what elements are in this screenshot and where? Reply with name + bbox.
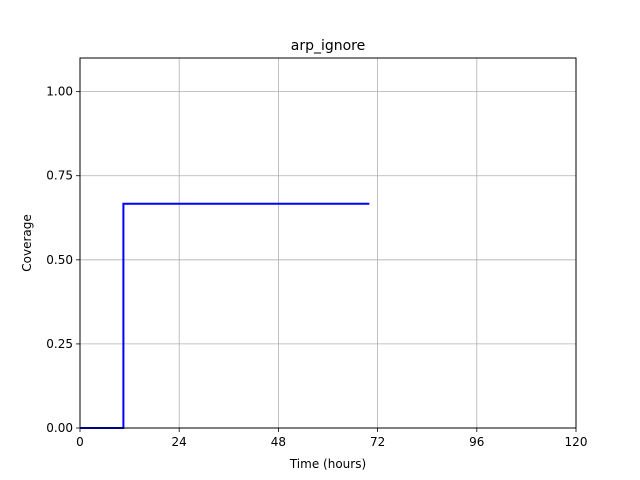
y-tick-label: 0.25 <box>46 337 73 351</box>
plot-frame <box>79 57 577 429</box>
y-tick-label: 0.00 <box>46 421 73 435</box>
y-axis-label: Coverage <box>20 214 34 272</box>
y-tick-label: 0.50 <box>46 253 73 267</box>
x-axis-label: Time (hours) <box>289 457 366 471</box>
x-tick-label: 48 <box>271 435 286 449</box>
x-tick-label: 24 <box>172 435 187 449</box>
x-tick-label: 120 <box>565 435 588 449</box>
y-tick-label: 1.00 <box>46 85 73 99</box>
chart-title: arp_ignore <box>291 38 366 54</box>
x-tick-label: 0 <box>76 435 84 449</box>
x-tick-label: 96 <box>469 435 484 449</box>
y-tick-label: 0.75 <box>46 169 73 183</box>
x-tick-label: 72 <box>370 435 385 449</box>
ticks: 0 24 48 72 96 120 0.00 0.25 0.50 0.75 1.00 <box>46 85 587 449</box>
